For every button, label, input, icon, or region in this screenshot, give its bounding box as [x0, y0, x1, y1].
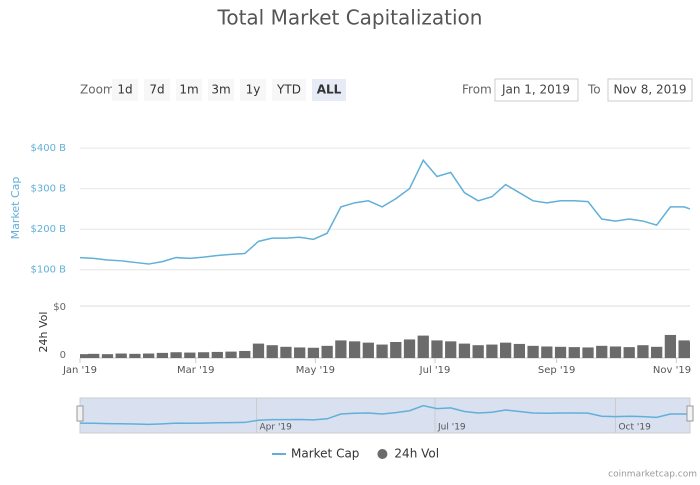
volume-bar [513, 343, 525, 358]
y2-axis-title: 24h Vol [37, 312, 50, 353]
volume-bar [527, 345, 539, 358]
zoom-button[interactable] [144, 79, 170, 101]
volume-bar [596, 345, 608, 358]
zoom-label: Zoom [80, 83, 115, 97]
volume-bar [651, 346, 663, 358]
y-tick-label: $400 B [31, 143, 67, 154]
volume-bar [115, 353, 127, 358]
navigator-tick-label: Oct '19 [618, 423, 651, 433]
volume-bar [184, 352, 196, 358]
zoom-button[interactable] [312, 79, 346, 101]
volume-bar [499, 342, 512, 358]
zoom-button[interactable] [272, 79, 306, 101]
legend-swatch [377, 449, 388, 459]
volume-bar [252, 343, 265, 358]
volume-bar [445, 341, 457, 358]
x-tick-label: Jul '19 [419, 365, 451, 376]
to-value[interactable]: Nov 8, 2019 [613, 83, 686, 97]
volume-bar [403, 339, 416, 358]
x-tick-label: May '19 [296, 365, 335, 376]
navigator-handle[interactable] [686, 405, 694, 422]
volume-bar [321, 345, 333, 358]
y2-tick-label: 0 [60, 350, 66, 361]
volume-bar [170, 352, 182, 358]
navigator-handle[interactable] [76, 405, 84, 422]
zoom-button[interactable] [112, 79, 138, 101]
x-tick-label: Jan '19 [62, 365, 97, 376]
volume-bar [664, 334, 677, 358]
zoom-button-label[interactable]: ALL [317, 83, 342, 97]
zoom-button-label[interactable]: YTD [276, 83, 301, 97]
y-tick-label: $300 B [31, 184, 67, 195]
legend-label[interactable]: Market Cap [291, 447, 359, 461]
volume-bar [376, 344, 388, 358]
volume-bar [417, 335, 429, 358]
zoom-button-label[interactable]: 1m [179, 83, 198, 97]
zoom-button-label[interactable]: 1y [246, 83, 261, 97]
zoom-button-label[interactable]: 1d [117, 83, 132, 97]
volume-bar [211, 351, 223, 358]
volume-bar [156, 352, 169, 358]
volume-bar [362, 342, 374, 358]
volume-bar [129, 353, 141, 358]
to-label: To [587, 83, 601, 97]
volume-bar [609, 346, 622, 358]
y-tick-label: $200 B [31, 224, 67, 235]
zoom-button-label[interactable]: 3m [211, 83, 230, 97]
navigator-tick-label: Jul '19 [437, 423, 466, 433]
volume-bar [88, 353, 100, 358]
volume-bar [101, 354, 114, 358]
navigator-tick-label: Apr '19 [260, 423, 293, 433]
volume-bar [458, 343, 471, 358]
navigator-line [79, 404, 691, 426]
volume-bar [390, 342, 402, 358]
to-input[interactable] [607, 78, 693, 102]
zoom-button[interactable] [240, 79, 266, 101]
volume-bar [486, 344, 498, 358]
volume-bar [541, 346, 553, 358]
volume-bar [80, 354, 92, 358]
volume-bar [280, 346, 292, 358]
legend-label[interactable]: 24h Vol [394, 447, 439, 461]
volume-bar [472, 345, 484, 358]
volume-bar [225, 351, 237, 358]
volume-bar [637, 345, 649, 358]
zoom-button[interactable] [176, 79, 202, 101]
volume-bar [568, 347, 580, 358]
volume-bar [266, 345, 278, 358]
volume-bar [554, 346, 567, 358]
x-tick-label: Nov '19 [653, 365, 691, 376]
volume-bar [348, 341, 361, 358]
zoom-button-label[interactable]: 7d [149, 83, 164, 97]
chart-title: Total Market Capitalization [217, 6, 483, 30]
volume-bar [582, 347, 594, 358]
from-value[interactable]: Jan 1, 2019 [501, 83, 570, 97]
volume-bar [143, 353, 155, 358]
market-cap-line [79, 158, 691, 265]
x-tick-label: Sep '19 [538, 365, 576, 376]
from-input[interactable] [494, 78, 579, 102]
y-tick-label: $100 B [31, 265, 67, 276]
volume-bar [431, 340, 443, 358]
zoom-button[interactable] [208, 79, 234, 101]
volume-bar [294, 347, 306, 358]
volume-bar [623, 347, 635, 358]
volume-bar [239, 350, 251, 358]
y-axis-title: Market Cap [9, 177, 22, 240]
volume-bar [307, 347, 320, 358]
y2-top-label: $0 [53, 302, 66, 313]
volume-bar [197, 352, 210, 358]
credit: coinmarketcap.com [608, 470, 697, 480]
volume-bar [335, 340, 347, 358]
from-label: From [462, 83, 492, 97]
x-tick-label: Mar '19 [177, 365, 215, 376]
volume-bar [678, 342, 690, 358]
